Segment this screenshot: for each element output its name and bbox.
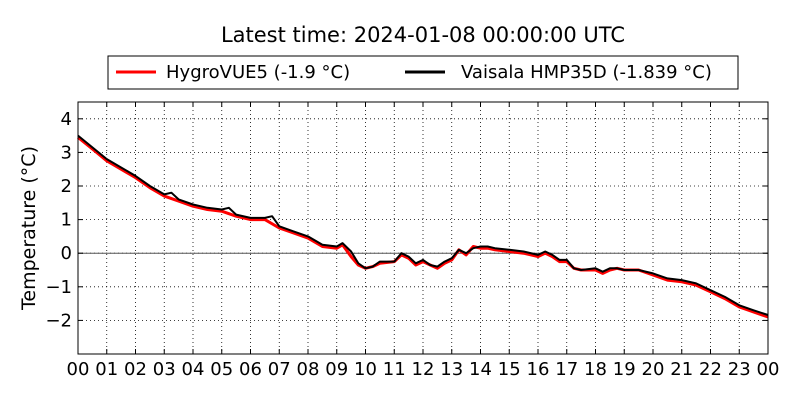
- x-tick-label: 12: [412, 359, 435, 380]
- legend-label-0: HygroVUE5 (-1.9 °C): [166, 62, 350, 83]
- x-tick-label: 09: [325, 359, 348, 380]
- x-tick-label: 03: [153, 359, 176, 380]
- y-tick-label: −2: [45, 310, 72, 331]
- x-tick-label: 15: [498, 359, 521, 380]
- x-tick-label: 07: [268, 359, 291, 380]
- x-tick-label: 11: [383, 359, 406, 380]
- y-tick-label: −1: [45, 277, 72, 298]
- x-tick-label: 17: [555, 359, 578, 380]
- y-tick-label: 3: [61, 142, 72, 163]
- chart-title: Latest time: 2024-01-08 00:00:00 UTC: [221, 23, 625, 47]
- y-tick-label: 2: [61, 176, 72, 197]
- y-tick-label: 4: [61, 109, 72, 130]
- x-tick-label: 22: [699, 359, 722, 380]
- x-tick-label: 00: [757, 359, 780, 380]
- x-tick-label: 08: [297, 359, 320, 380]
- x-tick-label: 19: [613, 359, 636, 380]
- x-tick-label: 21: [670, 359, 693, 380]
- y-axis-label: Temperature (°C): [18, 146, 40, 311]
- x-tick-label: 00: [67, 359, 90, 380]
- x-tick-label: 20: [642, 359, 665, 380]
- plot-frame: [77, 101, 769, 355]
- legend: HygroVUE5 (-1.9 °C) Vaisala HMP35D (-1.83…: [107, 55, 739, 90]
- x-tick-label: 16: [527, 359, 550, 380]
- x-tick-label: 13: [440, 359, 463, 380]
- y-tick-label: 1: [61, 210, 72, 231]
- grid: [78, 102, 768, 354]
- x-tick-label: 04: [182, 359, 205, 380]
- x-tick-label: 23: [728, 359, 751, 380]
- x-tick-label: 02: [124, 359, 147, 380]
- x-tick-label: 18: [584, 359, 607, 380]
- x-tick-label: 01: [95, 359, 118, 380]
- x-tick-label: 05: [210, 359, 233, 380]
- y-axis: −2 −1 0 1 2 3 4: [45, 109, 768, 331]
- series-layer: [77, 134, 769, 319]
- y-tick-label: 0: [61, 243, 72, 264]
- x-tick-label: 06: [239, 359, 262, 380]
- series-line-1: [77, 134, 769, 316]
- legend-label-1: Vaisala HMP35D (-1.839 °C): [461, 62, 712, 83]
- x-tick-label: 14: [469, 359, 492, 380]
- x-axis: 00 01 02 03 04 05 06 07 08 09 10 11 12 13 14 15 16 17 18 19…: [67, 102, 780, 380]
- x-tick-label: 10: [354, 359, 377, 380]
